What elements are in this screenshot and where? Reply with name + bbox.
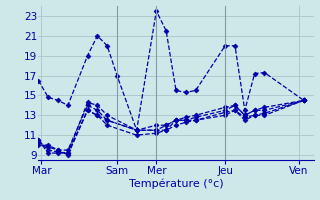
X-axis label: Température (°c): Température (°c)	[129, 178, 223, 189]
